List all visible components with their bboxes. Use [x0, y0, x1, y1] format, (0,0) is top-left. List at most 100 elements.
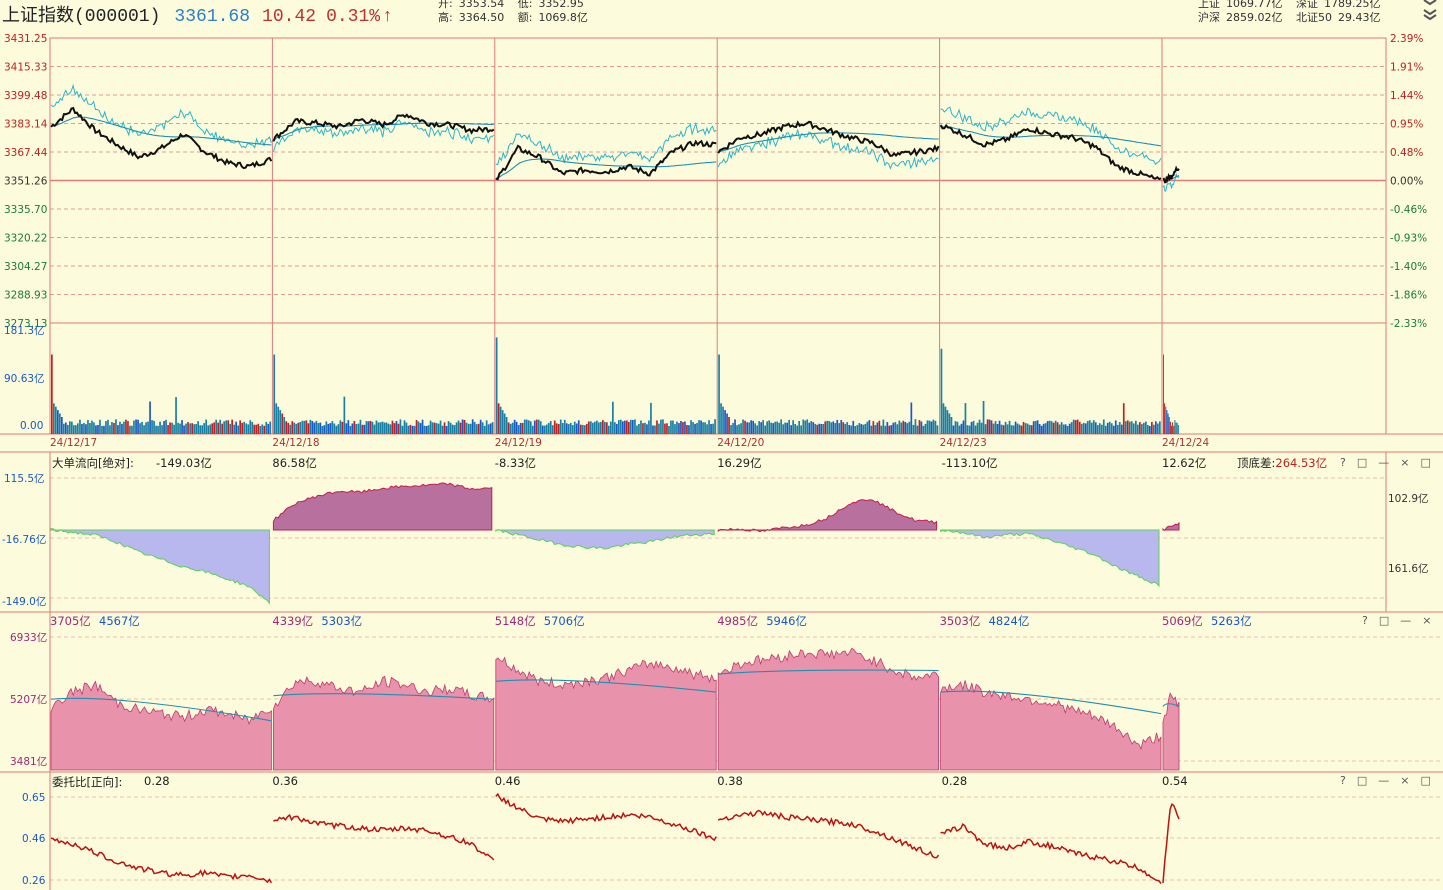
- volume-bar: [996, 424, 999, 434]
- flow-day-value: -113.10亿: [942, 456, 998, 470]
- volume-bar: [367, 421, 370, 434]
- volume-bar: [297, 422, 300, 434]
- volume-bar: [133, 420, 135, 434]
- volume-bar: [650, 402, 652, 434]
- volume-bar: [918, 420, 921, 434]
- volume-bar: [790, 425, 792, 434]
- volume-bar: [974, 425, 977, 434]
- comparison-line: [1162, 172, 1180, 192]
- average-price-line: [50, 116, 272, 146]
- volume-bar: [419, 423, 422, 434]
- volume-bar: [1175, 422, 1177, 434]
- volume-bar: [994, 421, 997, 434]
- volume-bar: [890, 425, 893, 434]
- volume-bar: [586, 424, 588, 434]
- volume-bar: [57, 410, 59, 434]
- volume-bar: [429, 420, 432, 434]
- ratio-panel-controls[interactable]: ?□—×□: [1340, 774, 1442, 787]
- volume-bar: [910, 402, 913, 434]
- volume-bar: [1030, 425, 1033, 434]
- volume-bar: [636, 425, 638, 434]
- volume-bar: [756, 425, 758, 434]
- volume-bar: [862, 424, 865, 434]
- volume-bar: [1169, 421, 1171, 434]
- volume-bar: [992, 423, 995, 434]
- volume-tick: 0.00: [20, 420, 43, 432]
- volume-bar: [285, 421, 288, 434]
- volume-bar: [880, 425, 883, 434]
- ratio-panel-title: 委托比[正向]:: [52, 775, 123, 789]
- volume-bar: [912, 424, 915, 434]
- volume-bar: [748, 422, 750, 434]
- volume-bar: [95, 425, 97, 434]
- amount-day-value: 4985亿: [717, 614, 758, 628]
- volume-bar: [928, 420, 931, 434]
- volume-bar: [754, 423, 756, 434]
- volume-bar: [800, 425, 802, 434]
- volume-bar: [836, 419, 839, 434]
- volume-bar: [435, 423, 438, 434]
- volume-bar: [1068, 423, 1071, 434]
- volume-bar: [311, 421, 314, 434]
- ratio-line: [1162, 803, 1180, 883]
- volume-bar: [511, 422, 514, 434]
- flow-panel-controls[interactable]: ?□—×□: [1340, 456, 1442, 469]
- volume-bar: [127, 421, 129, 434]
- volume-bar: [295, 423, 298, 434]
- volume-bar: [341, 421, 344, 434]
- ratio-day-value: 0.38: [717, 774, 743, 788]
- volume-bar: [978, 419, 981, 434]
- volume-panel-border: [49, 322, 1387, 435]
- volume-bar: [948, 413, 951, 434]
- volume-bar: [906, 423, 909, 434]
- price-line: [717, 120, 940, 158]
- volume-bar: [818, 423, 821, 434]
- volume-bar: [489, 423, 492, 434]
- high-value: 3364.50: [458, 11, 505, 24]
- volume-bar: [247, 424, 250, 434]
- volume-bar: [481, 422, 484, 434]
- date-label: 24/12/24: [1162, 437, 1209, 449]
- price-change: 10.42: [262, 7, 317, 27]
- volume-bar: [55, 406, 57, 434]
- volume-bar: [1149, 426, 1151, 434]
- amount-day-value: 4339亿: [272, 614, 313, 628]
- volume-bar: [764, 425, 766, 434]
- volume-bar: [381, 421, 384, 434]
- volume-bar: [844, 423, 847, 434]
- volume-bar: [79, 419, 81, 434]
- volume-bar: [287, 422, 290, 434]
- volume-bar: [185, 423, 187, 434]
- volume-bar: [235, 421, 237, 434]
- flow-diff-label: 顶底差:264.53亿: [1237, 456, 1328, 470]
- amount-panel-controls[interactable]: ?□—×: [1362, 614, 1443, 627]
- volume-bar: [682, 422, 684, 434]
- volume-bar: [1104, 425, 1107, 434]
- volume-bar: [616, 423, 618, 434]
- volume-bar: [449, 422, 452, 434]
- ratio-line: [50, 837, 273, 884]
- volume-bar: [359, 419, 362, 434]
- volume-bar: [952, 425, 955, 434]
- volume-bar: [495, 337, 498, 434]
- volume-bar: [1096, 425, 1099, 434]
- volume-bar: [427, 425, 430, 434]
- volume-bar: [1141, 424, 1143, 434]
- volume-bar: [451, 424, 454, 434]
- volume-bar: [638, 424, 640, 434]
- volume-bar: [768, 420, 770, 434]
- volume-bar: [606, 422, 608, 434]
- volume-bar: [447, 421, 450, 434]
- volume-bar: [1004, 421, 1007, 434]
- volume-bar: [523, 419, 526, 434]
- volume-bar: [618, 420, 620, 434]
- volume-bar: [868, 420, 871, 434]
- volume-bar: [443, 422, 446, 434]
- volume-bar: [215, 419, 217, 434]
- volume-bar: [1166, 410, 1168, 434]
- volume-bar: [700, 420, 702, 434]
- collapse-header-button[interactable]: [1421, 0, 1439, 22]
- volume-bar: [521, 422, 524, 434]
- volume-bar: [121, 423, 123, 434]
